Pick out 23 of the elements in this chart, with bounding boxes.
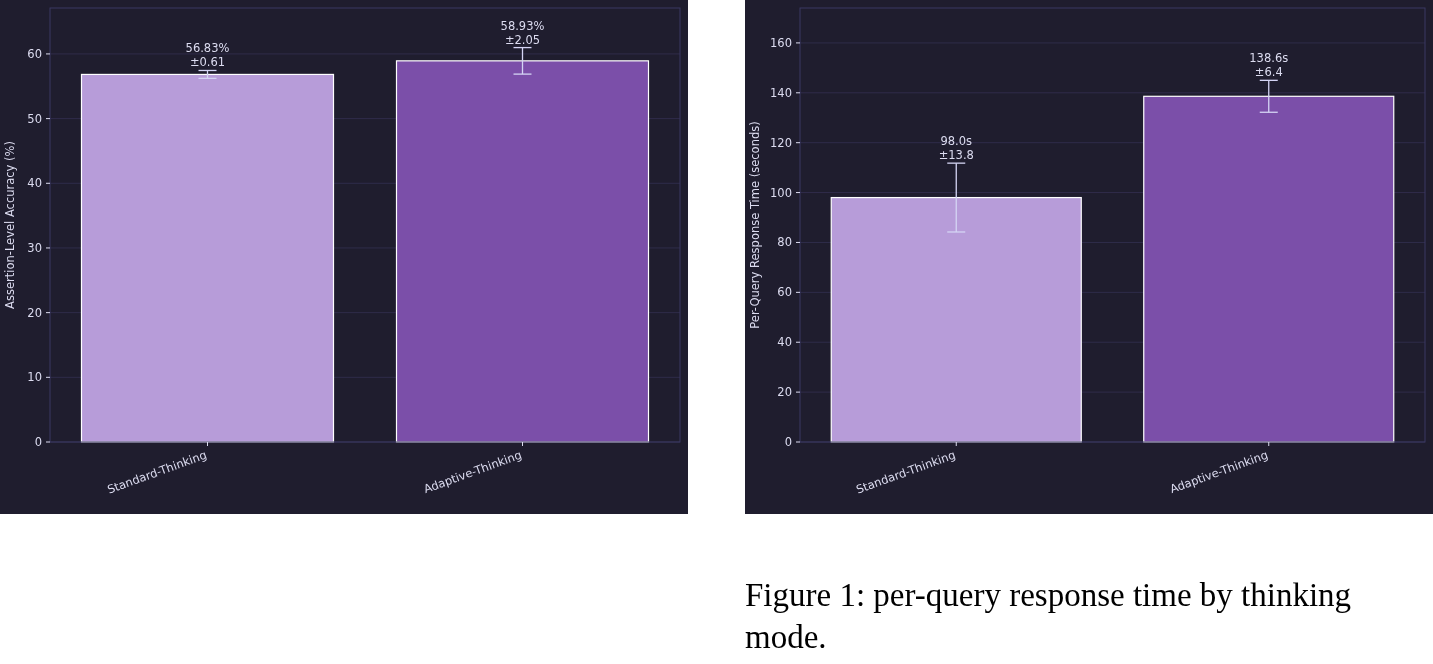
y-tick-label: 0 — [34, 435, 42, 450]
y-axis-title: Assertion-Level Accuracy (%) — [3, 141, 17, 309]
data-label: 138.6s ±6.4 — [1249, 51, 1289, 80]
y-tick-label: 80 — [777, 235, 792, 250]
y-axis-title: Per-Query Response Time (seconds) — [748, 121, 762, 329]
y-tick-label: 20 — [777, 385, 792, 400]
y-tick-label: 40 — [777, 335, 792, 350]
y-tick-label: 20 — [27, 305, 42, 320]
data-label: 58.93% ±2.05 — [500, 18, 545, 47]
y-tick-label: 60 — [27, 46, 42, 61]
y-tick-label: 50 — [27, 111, 42, 126]
data-label: 56.83% ±0.61 — [185, 41, 230, 70]
y-tick-label: 60 — [777, 285, 792, 300]
y-tick-label: 30 — [27, 240, 42, 255]
data-label: 98.0s ±13.8 — [938, 134, 974, 163]
y-tick-label: 40 — [27, 176, 42, 191]
y-tick-label: 120 — [770, 135, 792, 150]
y-tick-label: 160 — [770, 35, 792, 50]
y-tick-label: 0 — [784, 435, 792, 450]
y-tick-label: 10 — [27, 370, 42, 385]
caption: Figure 1: per-query response time by thinking mode. — [745, 577, 1352, 655]
y-tick-label: 140 — [770, 85, 792, 100]
y-tick-label: 100 — [770, 185, 792, 200]
